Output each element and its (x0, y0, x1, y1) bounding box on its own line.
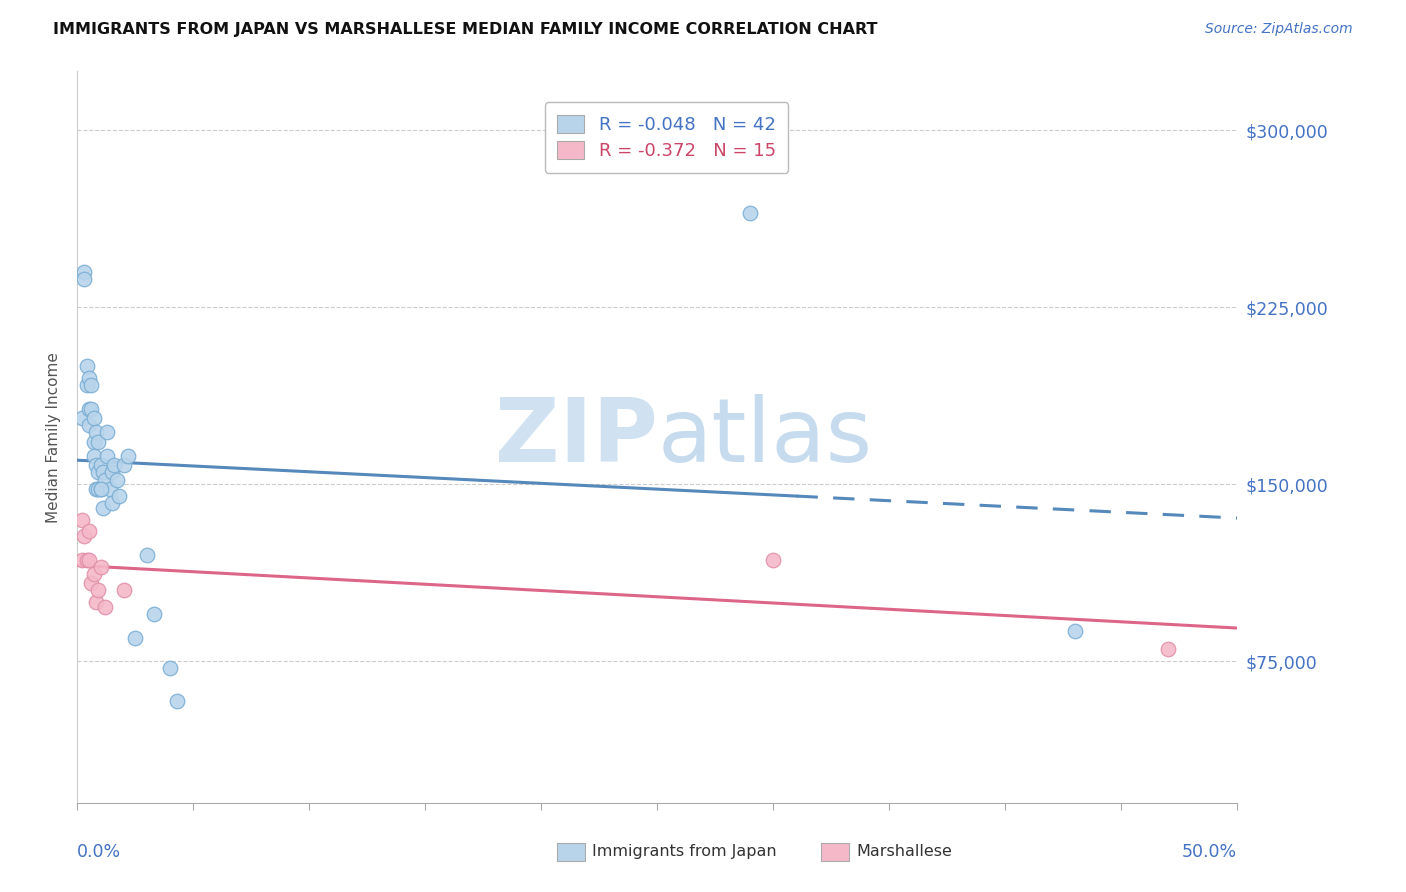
Point (80, 378, 103, 392)
Point (80, 576, 103, 591)
Point (98, 482, 121, 496)
Point (1063, 624, 1085, 638)
Text: 50.0%: 50.0% (1182, 843, 1237, 861)
Point (762, 553, 785, 567)
Point (83, 566, 105, 581)
Point (112, 583, 135, 598)
Point (135, 548, 157, 562)
FancyBboxPatch shape (821, 843, 849, 861)
Point (108, 489, 131, 503)
Text: Marshallese: Marshallese (856, 845, 952, 859)
Point (87, 466, 110, 480)
Point (90, 482, 111, 496)
Point (740, 206, 762, 220)
Text: Immigrants from Japan: Immigrants from Japan (592, 845, 776, 859)
Point (1156, 642, 1178, 657)
Point (80, 401, 103, 416)
Point (83, 449, 105, 463)
Point (103, 458, 125, 473)
Point (94, 473, 117, 487)
Point (84, 482, 107, 496)
Point (87, 583, 110, 598)
Point (76, 378, 98, 392)
Point (84, 425, 107, 440)
Point (87, 482, 110, 496)
Text: IMMIGRANTS FROM JAPAN VS MARSHALLESE MEDIAN FAMILY INCOME CORRELATION CHART: IMMIGRANTS FROM JAPAN VS MARSHALLESE MED… (53, 22, 877, 37)
Text: Source: ZipAtlas.com: Source: ZipAtlas.com (1205, 22, 1353, 37)
Text: 0.0%: 0.0% (77, 843, 121, 861)
Point (73, 265, 96, 279)
Text: atlas: atlas (658, 393, 873, 481)
Point (112, 458, 135, 473)
FancyBboxPatch shape (557, 843, 585, 861)
Point (124, 631, 146, 645)
Point (73, 272, 96, 286)
Point (87, 434, 110, 449)
Point (77, 401, 100, 416)
Point (91, 500, 114, 515)
Point (77, 553, 100, 567)
Point (70, 513, 93, 527)
Point (70, 411, 93, 425)
Point (73, 529, 96, 543)
Point (142, 607, 165, 621)
Y-axis label: Median Family Income: Median Family Income (45, 351, 60, 523)
Point (70, 553, 93, 567)
Point (96, 425, 118, 440)
Point (105, 473, 128, 487)
Point (83, 411, 105, 425)
Point (90, 458, 111, 473)
Text: ZIP: ZIP (495, 393, 658, 481)
Point (90, 482, 111, 496)
Point (101, 496, 124, 510)
Point (77, 418, 100, 433)
Point (90, 559, 111, 574)
Point (94, 599, 117, 614)
Legend: R = -0.048   N = 42, R = -0.372   N = 15: R = -0.048 N = 42, R = -0.372 N = 15 (544, 103, 789, 173)
Point (84, 458, 107, 473)
Point (76, 553, 98, 567)
Point (96, 449, 118, 463)
Point (83, 434, 105, 449)
Point (77, 524, 100, 539)
Point (159, 661, 181, 675)
Point (166, 694, 188, 708)
Point (91, 466, 114, 480)
Point (117, 449, 139, 463)
Point (76, 359, 98, 374)
Point (101, 466, 124, 480)
Point (77, 371, 100, 385)
Point (84, 595, 107, 609)
